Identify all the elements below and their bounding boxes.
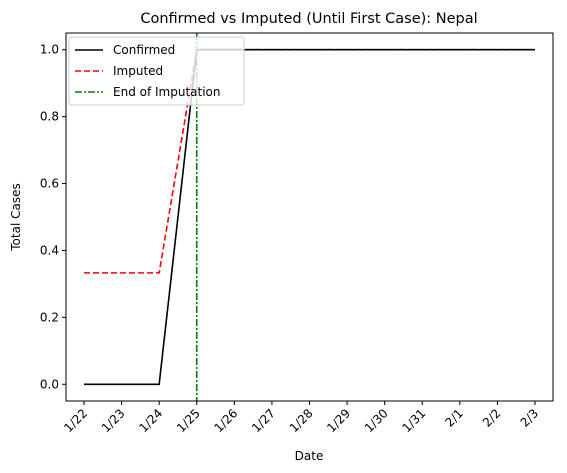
legend-box [68, 36, 245, 106]
x-tick-label: 1/23 [99, 406, 128, 435]
x-tick-label: 2/3 [518, 406, 542, 430]
x-tick-label: 1/25 [174, 406, 203, 435]
y-axis-label: Total Cases [9, 183, 23, 251]
x-tick-label: 1/30 [362, 406, 391, 435]
y-tick-label: 1.0 [40, 43, 59, 57]
y-tick-label: 0.0 [40, 377, 59, 391]
x-tick-label: 1/27 [249, 406, 278, 435]
y-tick-label: 0.2 [40, 310, 59, 324]
y-axis: 0.0 0.2 0.4 0.6 0.8 1.0 [40, 43, 66, 391]
x-tick-label: 1/31 [399, 406, 428, 435]
y-tick-label: 0.8 [40, 110, 59, 124]
x-tick-label: 2/2 [480, 406, 504, 430]
x-tick-label: 1/22 [61, 406, 90, 435]
y-tick-label: 0.6 [40, 177, 59, 191]
x-tick-label: 1/28 [287, 406, 316, 435]
x-tick-label: 1/26 [211, 406, 240, 435]
legend-label-end-of-imputation: End of Imputation [113, 85, 221, 99]
x-axis-label: Date [295, 449, 324, 463]
y-tick-label: 0.4 [40, 243, 59, 257]
x-tick-label: 1/24 [136, 406, 165, 435]
legend-label-imputed: Imputed [113, 64, 163, 78]
x-tick-label: 1/29 [324, 406, 353, 435]
legend: Confirmed Imputed End of Imputation [68, 36, 245, 106]
chart-title: Confirmed vs Imputed (Until First Case):… [140, 11, 477, 27]
series-line-confirmed [84, 48, 535, 386]
legend-label-confirmed: Confirmed [113, 43, 175, 57]
x-tick-label: 2/1 [442, 406, 466, 430]
x-axis: 1/22 1/23 1/24 1/25 1/26 1/27 1/28 1/29 1/30 1/31… [61, 401, 541, 435]
